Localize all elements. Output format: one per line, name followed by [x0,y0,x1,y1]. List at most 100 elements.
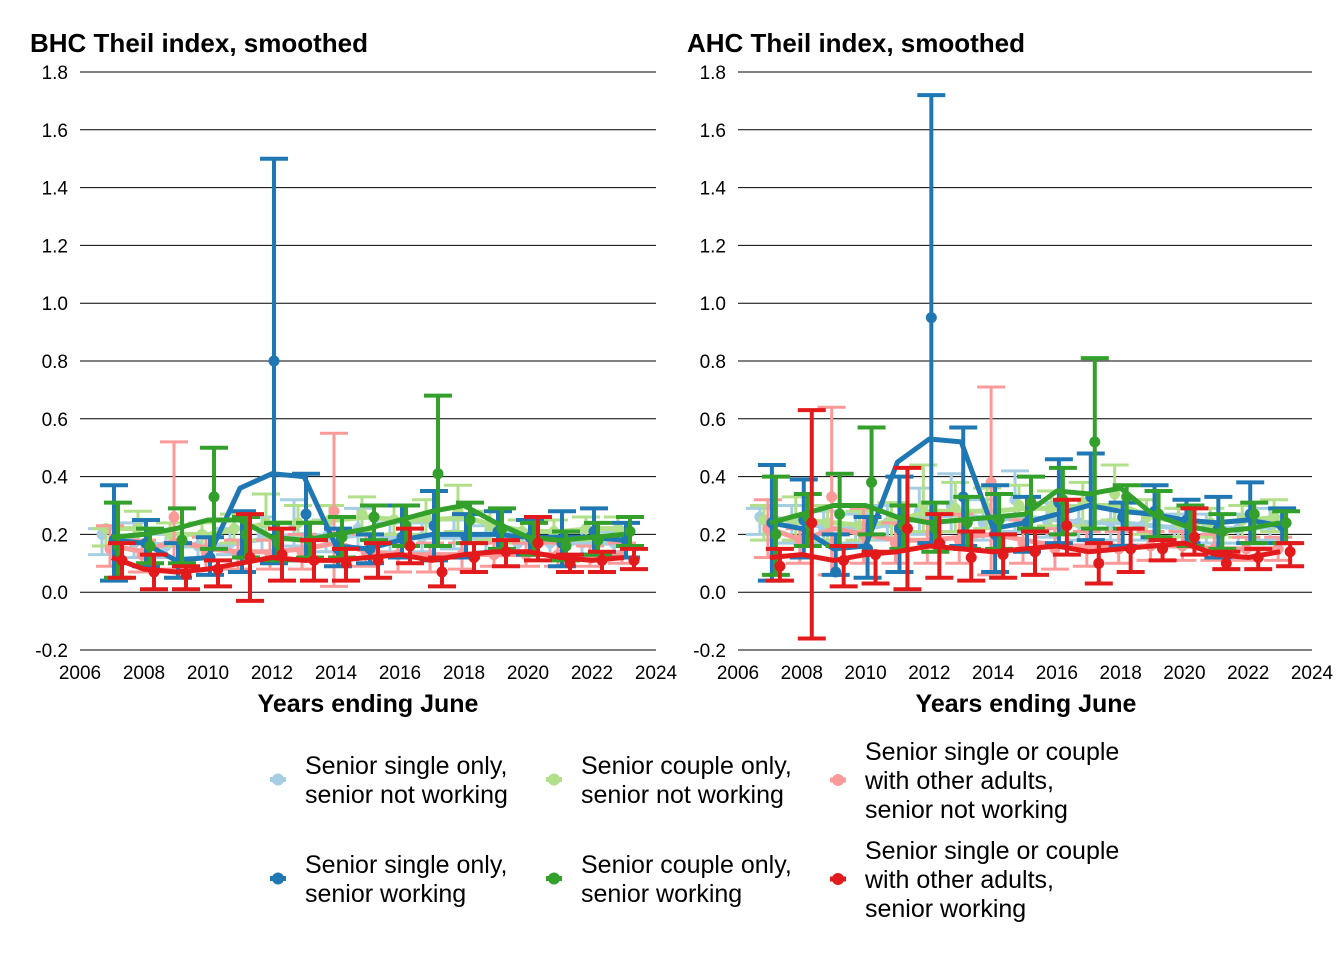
point-estimate [1216,526,1228,538]
point-estimate [925,312,937,324]
point-estimate [148,566,160,578]
point-estimate [176,534,188,546]
point-estimate [838,554,850,566]
point-estimate [468,552,480,564]
point-estimate [368,511,380,523]
legend-label: senior working [581,880,742,908]
bhc-x-axis-title: Years ending June [258,690,479,718]
point-estimate [1089,436,1101,448]
x-tick-label: 2022 [1227,663,1269,684]
point-estimate [372,554,384,566]
point-estimate [961,517,973,529]
point-estimate [300,508,312,520]
smoothed-line [111,549,625,575]
x-tick-label: 2020 [1163,663,1205,684]
point-estimate [276,549,288,561]
y-tick-label: 1.6 [42,121,68,142]
point-estimate [870,549,882,561]
y-tick-label: 1.4 [42,179,69,200]
point-estimate [596,554,608,566]
legend-item: Senior couple only,senior working [546,851,792,908]
legend-label: senior not working [581,781,784,809]
point-estimate [560,540,572,552]
legend-swatch-marker [832,774,844,786]
y-tick-label: 0.4 [42,468,69,489]
smoothed-line [769,540,1281,563]
point-estimate [356,508,368,520]
legend-swatch-marker [832,873,844,885]
point-estimate [1125,543,1137,555]
x-tick-label: 2008 [781,663,823,684]
point-estimate [1013,500,1025,511]
legend-label: senior working [305,880,466,908]
point-estimate [404,540,416,552]
y-tick-label: 1.4 [700,179,727,200]
x-tick-label: 2010 [187,663,229,684]
point-estimate [628,554,640,566]
point-estimate [1268,511,1280,523]
point-estimate [770,528,782,540]
legend-swatch-marker [548,872,560,885]
point-estimate [1093,557,1105,569]
y-tick-label: 0.8 [700,352,726,373]
point-estimate [933,537,945,549]
y-tick-label: 0.6 [42,410,68,431]
x-tick-label: 2022 [571,663,613,684]
y-tick-label: 1.8 [700,63,726,84]
y-tick-label: 0.6 [700,410,726,431]
point-estimate [949,502,961,514]
series-sow [108,512,648,603]
point-estimate [180,569,192,581]
x-tick-label: 2010 [844,663,886,684]
point-estimate [1220,557,1232,569]
y-tick-label: 1.8 [42,63,68,84]
legend-label: senior not working [305,781,508,809]
point-estimate [1061,520,1073,532]
y-tick-label: 1.0 [700,294,726,315]
legend: Senior single only,senior not workingSen… [270,738,1119,923]
point-estimate [1252,552,1264,564]
x-tick-label: 2012 [908,663,950,684]
point-estimate [592,534,604,546]
point-estimate [436,566,448,578]
x-tick-label: 2018 [1100,663,1142,684]
point-estimate [1025,497,1037,509]
point-estimate [1157,543,1169,555]
y-tick-label: 0.0 [42,583,68,604]
y-tick-label: 0.2 [700,525,726,546]
x-tick-label: 2016 [1036,663,1078,684]
ahc-panel-title: AHC Theil index, smoothed [687,28,1025,58]
legend-item: Senior single only,senior not working [270,752,508,809]
point-estimate [496,523,508,535]
y-tick-label: -0.2 [35,641,68,662]
point-estimate [500,546,512,558]
point-estimate [866,476,878,488]
y-tick-label: -0.2 [693,641,726,662]
point-estimate [830,566,842,578]
x-tick-label: 2008 [123,663,165,684]
point-estimate [244,552,256,564]
y-tick-label: 1.6 [700,121,726,142]
point-estimate [432,468,444,480]
point-estimate [997,549,1009,561]
legend-item: Senior single only,senior working [270,851,507,908]
y-tick-label: 1.0 [42,294,68,315]
point-estimate [1188,531,1200,543]
point-estimate [340,557,352,569]
point-estimate [1121,491,1133,503]
series-sow [765,408,1305,641]
point-estimate [826,491,838,503]
point-estimate [612,523,624,535]
x-tick-label: 2014 [315,663,358,684]
point-estimate [901,523,913,535]
legend-label: Senior single or couple [865,738,1119,766]
legend-swatch-marker [272,872,284,885]
point-estimate [228,523,240,535]
bhc-panel-title: BHC Theil index, smoothed [30,28,368,58]
legend-swatch-marker [272,773,284,786]
ahc-x-axis-title: Years ending June [916,690,1137,718]
point-estimate [116,554,128,566]
legend-label: Senior single only, [305,851,507,879]
